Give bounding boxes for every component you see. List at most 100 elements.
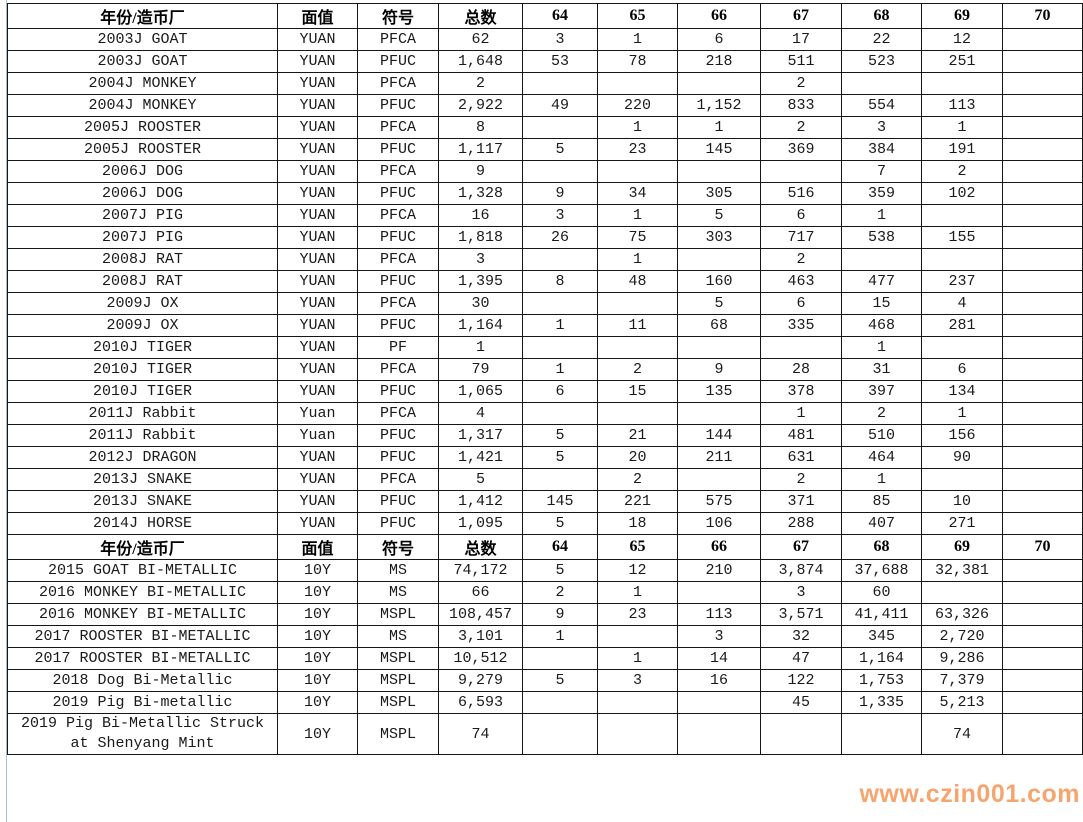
cell-67: 122: [760, 669, 842, 692]
cell-68: 7: [841, 160, 922, 183]
column-header-face-value: 面值: [277, 534, 358, 560]
cell-70: [1002, 713, 1083, 755]
column-header-66: 66: [677, 534, 761, 560]
column-header-total: 总数: [438, 534, 523, 560]
table-row: 2004J MONKEY YUAN PFCA 2 2: [7, 72, 1083, 95]
cell-64: 3: [522, 28, 598, 51]
cell-70: [1002, 336, 1083, 359]
table-row: 2013J SNAKE YUAN PFCA 5 2 2 1: [7, 468, 1083, 491]
column-header-64: 64: [522, 534, 598, 560]
cell-year-mint: 2004J MONKEY: [7, 72, 278, 95]
cell-68: [841, 248, 922, 271]
column-header-66: 66: [677, 3, 761, 29]
cell-face-value: YUAN: [277, 336, 358, 359]
cell-69: 134: [921, 380, 1003, 403]
table-row: 2017 ROOSTER BI-METALLIC 10Y MS 3,101 1 3 32 34…: [7, 625, 1083, 648]
table-row: 2010J TIGER YUAN PF 1 1: [7, 336, 1083, 359]
cell-year-mint: 2013J SNAKE: [7, 490, 278, 513]
cell-total: 8: [438, 116, 523, 139]
cell-64: 26: [522, 226, 598, 249]
cell-70: [1002, 402, 1083, 425]
cell-66: 68: [677, 314, 761, 337]
coin-grading-census-table: 年份/造币厂 面值 符号 总数 64 65 66 67 68 69 70 2003J GOAT YUAN…: [7, 3, 1083, 755]
cell-67: 28: [760, 358, 842, 381]
cell-year-mint: 2015 GOAT BI-METALLIC: [7, 559, 278, 582]
cell-69: [921, 581, 1003, 604]
cell-face-value: YUAN: [277, 380, 358, 403]
cell-70: [1002, 28, 1083, 51]
cell-65: 20: [597, 446, 678, 469]
table-row: 2011J Rabbit Yuan PFCA 4 1 2 1: [7, 402, 1083, 425]
cell-total: 16: [438, 204, 523, 227]
cell-65: [597, 713, 678, 755]
cell-65: [597, 292, 678, 315]
column-header-year-mint: 年份/造币厂: [7, 534, 278, 560]
cell-symbol: PFCA: [357, 204, 439, 227]
cell-64: 6: [522, 380, 598, 403]
cell-total: 74,172: [438, 559, 523, 582]
column-header-symbol: 符号: [357, 534, 439, 560]
column-header-70: 70: [1002, 534, 1083, 560]
cell-year-mint: 2016 MONKEY BI-METALLIC: [7, 603, 278, 626]
cell-year-mint: 2013J SNAKE: [7, 468, 278, 491]
cell-68: 1,164: [841, 647, 922, 670]
cell-69: 63,326: [921, 603, 1003, 626]
column-header-year-mint: 年份/造币厂: [7, 3, 278, 29]
column-header-64: 64: [522, 3, 598, 29]
cell-65: 75: [597, 226, 678, 249]
table-row: 2013J SNAKE YUAN PFUC 1,412 145 221 575 371 85 10: [7, 490, 1083, 513]
cell-total: 74: [438, 713, 523, 755]
cell-symbol: MSPL: [357, 669, 439, 692]
cell-symbol: PFUC: [357, 512, 439, 535]
cell-total: 3,101: [438, 625, 523, 648]
cell-total: 79: [438, 358, 523, 381]
cell-69: 237: [921, 270, 1003, 293]
cell-face-value: 10Y: [277, 713, 358, 755]
table-row: 2003J GOAT YUAN PFCA 62 3 1 6 17 22 12: [7, 28, 1083, 51]
cell-year-mint: 2011J Rabbit: [7, 402, 278, 425]
table-row: 2008J RAT YUAN PFUC 1,395 8 48 160 463 477 237: [7, 270, 1083, 293]
cell-69: 102: [921, 182, 1003, 205]
cell-69: [921, 72, 1003, 95]
cell-total: 2: [438, 72, 523, 95]
cell-face-value: YUAN: [277, 490, 358, 513]
cell-66: 3: [677, 625, 761, 648]
cell-symbol: PFUC: [357, 424, 439, 447]
column-header-69: 69: [921, 3, 1003, 29]
cell-67: 2: [760, 468, 842, 491]
cell-64: 9: [522, 182, 598, 205]
cell-70: [1002, 116, 1083, 139]
cell-68: 15: [841, 292, 922, 315]
cell-year-mint: 2006J DOG: [7, 160, 278, 183]
cell-symbol: PFCA: [357, 28, 439, 51]
cell-65: [597, 160, 678, 183]
cell-64: 49: [522, 94, 598, 117]
cell-65: [597, 691, 678, 714]
cell-symbol: MS: [357, 625, 439, 648]
cell-year-mint: 2019 Pig Bi-Metallic Struck at Shenyang …: [7, 713, 278, 755]
cell-65: 23: [597, 138, 678, 161]
cell-year-mint: 2005J ROOSTER: [7, 116, 278, 139]
cell-total: 9: [438, 160, 523, 183]
cell-65: 15: [597, 380, 678, 403]
cell-70: [1002, 424, 1083, 447]
cell-69: 9,286: [921, 647, 1003, 670]
cell-face-value: 10Y: [277, 691, 358, 714]
cell-face-value: 10Y: [277, 669, 358, 692]
cell-66: [677, 248, 761, 271]
cell-65: 1: [597, 204, 678, 227]
cell-year-mint: 2012J DRAGON: [7, 446, 278, 469]
census-table-body: 年份/造币厂 面值 符号 总数 64 65 66 67 68 69 70 2003J GOAT YUAN…: [7, 3, 1083, 755]
cell-70: [1002, 160, 1083, 183]
cell-67: 47: [760, 647, 842, 670]
cell-70: [1002, 292, 1083, 315]
table-row: 2004J MONKEY YUAN PFUC 2,922 49 220 1,152 833 55…: [7, 94, 1083, 117]
cell-year-mint: 2003J GOAT: [7, 50, 278, 73]
cell-symbol: PFCA: [357, 116, 439, 139]
cell-70: [1002, 446, 1083, 469]
cell-face-value: 10Y: [277, 603, 358, 626]
cell-symbol: PFUC: [357, 94, 439, 117]
cell-face-value: Yuan: [277, 424, 358, 447]
cell-67: 516: [760, 182, 842, 205]
